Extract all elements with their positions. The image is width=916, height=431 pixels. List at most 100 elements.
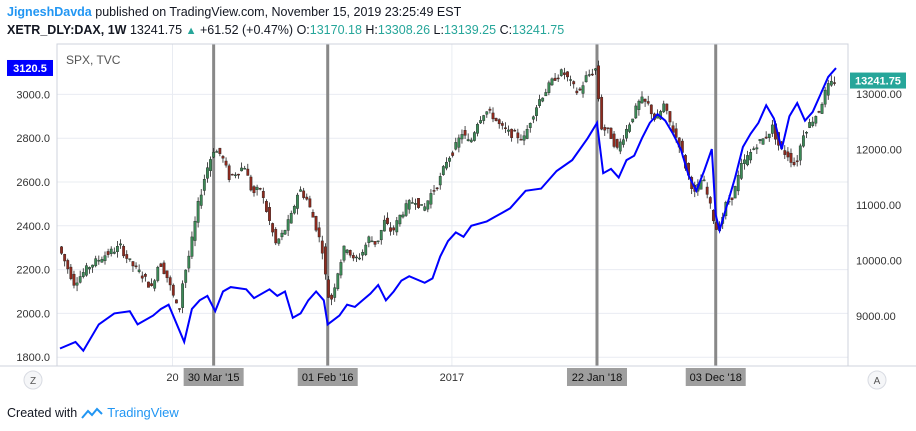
left-axis-label: 2200.0 [16, 265, 50, 277]
candle-body [805, 131, 808, 134]
candle-body [466, 139, 470, 142]
candle-body [91, 264, 94, 268]
candle-body [572, 81, 576, 85]
tradingview-brand-link[interactable]: TradingView [107, 405, 179, 420]
candle-body [255, 186, 259, 190]
candle-body [618, 141, 622, 152]
left-axis-label: 3000.0 [16, 89, 50, 101]
candle-body [708, 197, 712, 204]
candle-body [544, 92, 548, 97]
candle-body [438, 176, 442, 186]
candle-body [454, 142, 458, 150]
candle-body [587, 74, 591, 76]
candle-body [274, 228, 278, 244]
candle-body [351, 255, 355, 259]
candle-body [78, 276, 82, 283]
candle-body [407, 200, 411, 210]
candle-body [590, 73, 594, 76]
candle-body [106, 251, 110, 255]
candle-body [193, 220, 197, 241]
author-link[interactable]: JigneshDavda [7, 5, 92, 19]
candle-body [581, 85, 585, 94]
candle-body [646, 101, 650, 104]
low-label: L: [433, 23, 444, 37]
candle-body [243, 168, 247, 170]
candle-body [826, 83, 830, 96]
candle-body [594, 68, 597, 71]
candle-body [519, 139, 523, 141]
candle-body [162, 262, 166, 274]
candle-body [137, 269, 141, 272]
candle-body [168, 277, 172, 286]
vertical-marker-label: 01 Feb '16 [302, 372, 354, 384]
candle-body [423, 206, 427, 211]
candle-body [370, 240, 374, 243]
candle-body [299, 189, 302, 192]
candle-body [764, 136, 768, 139]
price-chart[interactable]: 1800.0 2000.0 2200.0 2400.0 2600.0 2800.0 3000… [0, 40, 916, 394]
candle-body [140, 275, 144, 279]
open-value: 13170.18 [309, 23, 362, 37]
candle-body [103, 255, 107, 261]
candle-body [631, 118, 635, 123]
left-axis-label: 2400.0 [16, 221, 50, 233]
candle-body [302, 190, 306, 198]
candle-body [472, 132, 476, 141]
candle-body [746, 155, 749, 166]
candle-body [240, 167, 243, 172]
candle-body [531, 116, 535, 120]
candle-body [289, 213, 293, 224]
candle-body [112, 251, 116, 254]
low-value: 13139.25 [443, 23, 497, 37]
candle-body [649, 104, 653, 115]
candle-body [109, 248, 113, 254]
price-change: +61.52 (+0.47%) [199, 23, 294, 37]
candle-body [327, 279, 330, 298]
candle-body [817, 111, 821, 113]
candle-body [122, 246, 126, 257]
candle-body [435, 187, 439, 190]
symbol-legend: XETR_DLY:DAX, 1W 13241.75 ▲ +61.52 (+0.4… [7, 23, 564, 37]
symbol-name[interactable]: XETR_DLY:DAX, 1W [7, 23, 127, 37]
vertical-marker-label: 22 Jan '18 [572, 372, 622, 384]
candle-body [147, 281, 150, 288]
candle-body [621, 139, 625, 145]
candle-body [584, 75, 588, 83]
candle-body [597, 65, 600, 100]
candle-body [500, 123, 504, 126]
candle-body [553, 77, 557, 81]
candle-body [268, 207, 271, 221]
candle-body [482, 115, 486, 121]
candle-body [215, 151, 219, 153]
candle-body [625, 128, 628, 139]
candle-body [69, 266, 73, 279]
candle-body [401, 214, 405, 218]
plot-area[interactable] [57, 44, 848, 366]
candle-body [333, 287, 337, 298]
candle-body [233, 174, 237, 176]
candle-body [820, 103, 824, 114]
candle-body [711, 209, 715, 222]
candle-body [212, 151, 216, 158]
footer: Created with TradingView [7, 405, 179, 420]
candle-body [410, 202, 414, 204]
candle-body [814, 116, 818, 124]
candle-body [749, 151, 753, 161]
candle-body [739, 162, 743, 179]
candle-body [414, 203, 417, 205]
candle-body [504, 127, 507, 129]
auto-scale-a: A [874, 376, 881, 387]
time-axis-label: 2017 [440, 372, 464, 384]
candle-body [88, 267, 91, 270]
candle-body [134, 265, 138, 268]
candle-body [432, 190, 436, 192]
overlay-legend[interactable]: SPX, TVC [66, 53, 121, 67]
candle-body [252, 186, 256, 194]
candle-body [292, 206, 296, 214]
candle-body [488, 108, 492, 111]
right-scale-button[interactable]: A [867, 370, 887, 390]
left-scale-button[interactable]: Z [23, 370, 43, 390]
candle-body [280, 232, 284, 238]
candle-body [792, 162, 796, 166]
candle-body [119, 243, 122, 246]
